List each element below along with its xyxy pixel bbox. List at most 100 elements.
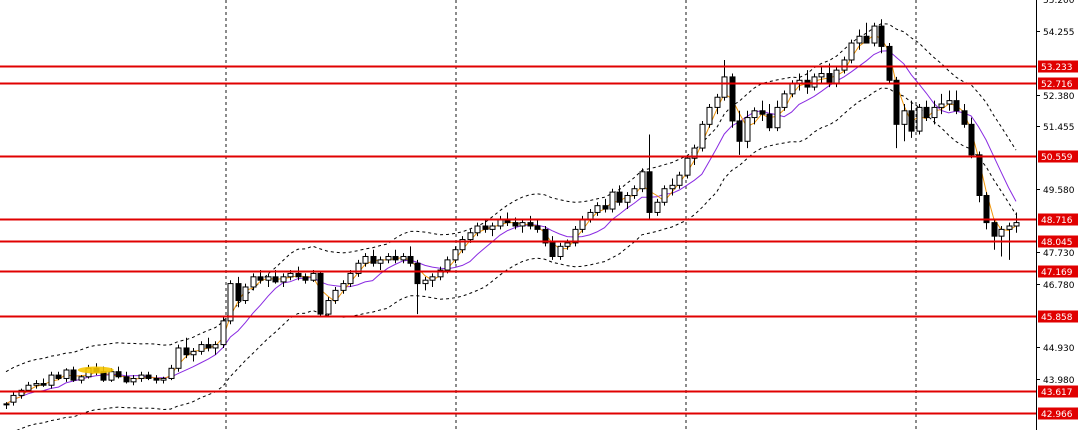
bullish-candle (138, 374, 145, 379)
bearish-candle (826, 73, 833, 85)
bullish-candle (377, 259, 384, 264)
bullish-candle (848, 42, 855, 61)
bullish-candle (744, 117, 751, 142)
axis-tick-label: 44.930 (1043, 344, 1075, 354)
bullish-candle (1013, 222, 1020, 227)
bullish-candle (774, 106, 781, 129)
bearish-candle (646, 171, 653, 213)
price-axis: 54.255 52.380 51.455 49.580 47.730 46.780 44.9… (1036, 0, 1075, 430)
bullish-candle (63, 369, 70, 379)
axis-tick-label: 47.730 (1043, 249, 1075, 259)
bullish-candle (422, 279, 429, 285)
bullish-candle (355, 262, 362, 274)
bullish-candle (10, 394, 17, 403)
bullish-candle (190, 350, 197, 356)
bearish-candle (414, 262, 421, 285)
bullish-candle (661, 188, 668, 203)
bullish-candle (856, 35, 863, 44)
bearish-candle (205, 344, 212, 349)
bearish-candle (878, 25, 885, 47)
bullish-candle (340, 283, 347, 291)
bearish-candle (302, 276, 309, 281)
bullish-candle (160, 377, 167, 381)
bullish-candle (474, 225, 481, 234)
bearish-candle (40, 383, 47, 386)
bullish-candle (841, 59, 848, 71)
axis-tick-label: 49.580 (1043, 186, 1075, 196)
bullish-candle (250, 276, 257, 288)
bearish-candle (729, 76, 736, 122)
bullish-candle (998, 228, 1005, 237)
bullish-candle (811, 76, 818, 88)
bullish-candle (489, 225, 496, 230)
bullish-candle (789, 83, 796, 95)
bearish-candle (512, 222, 519, 227)
level-label: 48.045 (1041, 238, 1073, 248)
bearish-candle (759, 110, 766, 115)
bullish-candle (332, 289, 339, 302)
bearish-candle (370, 255, 377, 264)
upper-band (5, 23, 1017, 373)
level-tag (1038, 235, 1078, 248)
slow-moving-average (5, 50, 1017, 405)
bullish-candle (437, 269, 444, 278)
bearish-candle (908, 110, 915, 132)
bullish-candle (168, 367, 175, 379)
bullish-candle (400, 255, 407, 261)
bullish-candle (706, 106, 713, 125)
bearish-candle (482, 225, 489, 230)
bullish-candle (871, 25, 878, 44)
bearish-candle (961, 110, 968, 125)
level-label: 53.233 (1041, 63, 1073, 73)
bullish-candle (325, 300, 332, 315)
bullish-candle (579, 218, 586, 230)
bearish-candle (153, 377, 160, 381)
bearish-candle (886, 45, 893, 81)
bullish-candle (33, 383, 40, 386)
bullish-candle (691, 147, 698, 159)
bullish-candle (48, 374, 55, 386)
bearish-candle (983, 194, 990, 224)
bullish-candle (818, 73, 825, 78)
bearish-candle (991, 222, 998, 237)
bullish-candle (946, 100, 953, 105)
level-tag (1038, 150, 1078, 163)
bearish-candle (602, 205, 609, 210)
bearish-candle (968, 123, 975, 156)
bullish-candle (624, 194, 631, 203)
bearish-candle (923, 106, 930, 119)
bullish-candle (459, 239, 466, 251)
channel-bands (5, 23, 1017, 434)
bearish-candle (863, 35, 870, 44)
bullish-candle (654, 201, 661, 213)
bearish-candle (542, 228, 549, 244)
bullish-candle (519, 222, 526, 227)
bearish-candle (392, 255, 399, 261)
bullish-candle (916, 106, 923, 132)
bullish-candle (429, 276, 436, 281)
bullish-candle (564, 242, 571, 247)
bullish-candle (714, 96, 721, 108)
bullish-candle (362, 255, 369, 264)
axis-tick-label: 54.255 (1043, 28, 1075, 38)
bearish-candle (123, 376, 130, 383)
bullish-candle (901, 110, 908, 125)
bearish-candle (55, 374, 62, 379)
bullish-candle (175, 347, 182, 369)
bearish-candle (976, 154, 983, 196)
bullish-candle (18, 389, 25, 396)
level-tag (1038, 60, 1078, 73)
bearish-candle (616, 191, 623, 203)
bullish-candle (78, 376, 85, 381)
bullish-candle (467, 232, 474, 241)
bullish-candle (287, 272, 294, 278)
level-label: 47.169 (1041, 268, 1073, 278)
level-tag (1038, 213, 1078, 226)
bearish-candle (145, 374, 152, 379)
bullish-candle (212, 344, 219, 349)
bullish-candle (452, 249, 459, 261)
level-label: 42.966 (1041, 410, 1073, 420)
highlight-marker (77, 366, 114, 374)
horizontal-levels: 53.233 52.716 50.559 48.716 48.045 47.169 45.8… (0, 60, 1078, 420)
